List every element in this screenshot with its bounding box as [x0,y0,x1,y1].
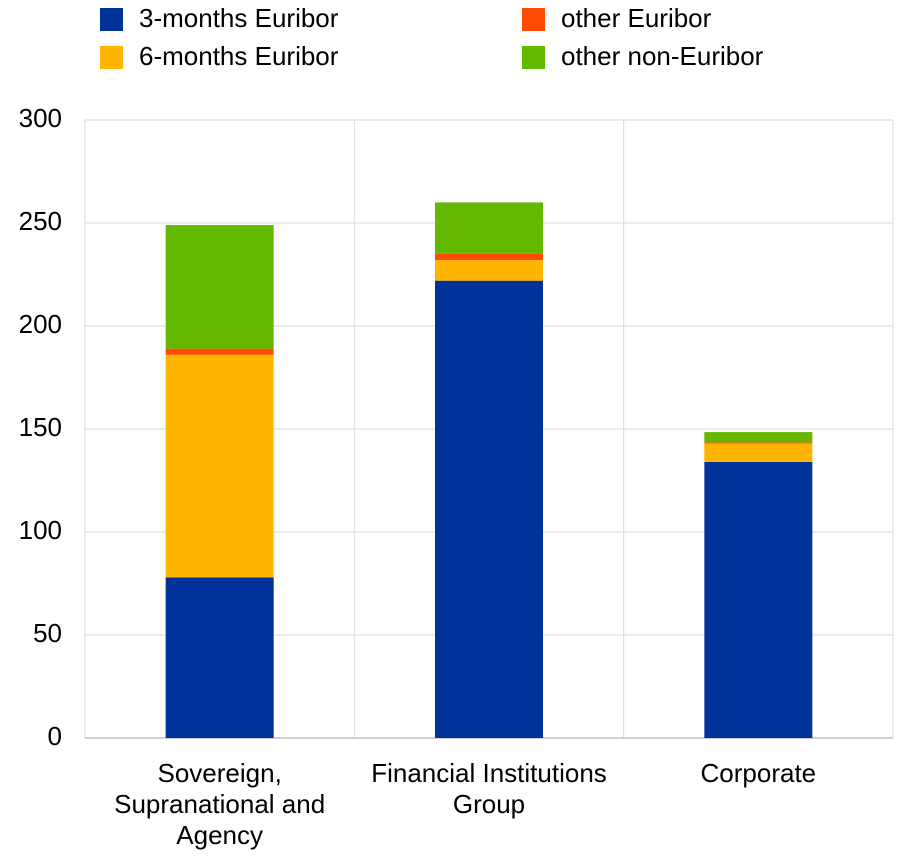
y-tick-label: 0 [48,721,62,751]
bar-segment [165,225,274,349]
y-tick-label: 300 [19,103,62,133]
bar-segment [165,577,274,738]
x-tick-label: Sovereign, Supranational and Agency [114,758,326,850]
legend-label: 6-months Euribor [139,41,339,71]
bar-segment [435,260,543,281]
y-tick-label: 250 [19,206,62,236]
legend-label: 3-months Euribor [139,3,339,33]
legend-label: other non-Euribor [561,41,764,71]
bar-segment [704,442,813,444]
bar-segment [435,280,543,738]
legend-swatch [100,8,123,31]
bar-segment [165,354,274,578]
legend-swatch [522,8,545,31]
bar-segment [165,348,274,355]
y-tick-label: 50 [33,618,62,648]
legend-swatch [100,46,123,69]
y-tick-label: 100 [19,515,62,545]
x-tick-label: Financial Institutions Group [371,758,607,819]
bar-segment [704,461,813,738]
bar-segment [704,443,813,462]
y-tick-label: 150 [19,412,62,442]
bar-segment [435,253,543,261]
legend-label: other Euribor [561,3,712,33]
bar-segment [435,202,543,254]
x-tick-label: Corporate [700,758,817,788]
y-tick-label: 200 [19,309,62,339]
bar-segment [704,432,813,443]
legend-swatch [522,46,545,69]
